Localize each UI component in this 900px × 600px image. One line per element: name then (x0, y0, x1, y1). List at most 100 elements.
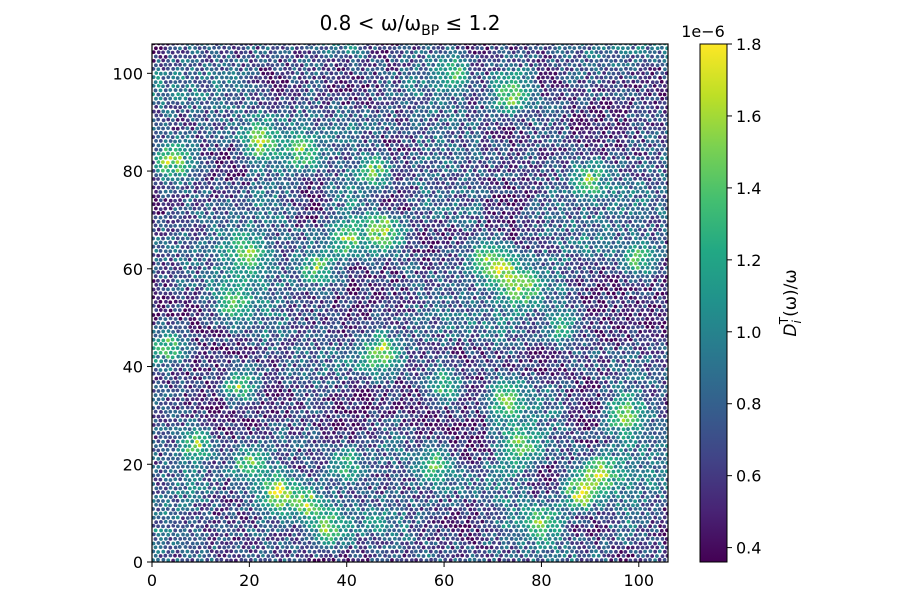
particle-point (531, 404, 537, 411)
particle-point (467, 472, 473, 479)
particle-point (214, 388, 220, 394)
particle-point (639, 401, 645, 407)
particle-point (165, 515, 171, 521)
particle-point (384, 396, 390, 402)
particle-point (567, 401, 573, 407)
particle-point (298, 528, 305, 534)
particle-point (404, 532, 410, 538)
particle-point (333, 477, 339, 483)
particle-point (574, 371, 580, 377)
particle-point (348, 417, 354, 424)
particle-point (540, 396, 546, 402)
particle-point (508, 553, 514, 559)
particle-point (184, 497, 191, 503)
particle-point (618, 421, 624, 428)
particle-point (459, 384, 466, 390)
particle-point (194, 540, 200, 547)
particle-point (511, 532, 517, 538)
particle-point (625, 367, 631, 373)
particle-point (382, 409, 388, 415)
particle-point (436, 485, 442, 491)
particle-point (603, 532, 609, 538)
particle-point (430, 452, 436, 458)
particle-point (292, 549, 298, 555)
particle-point (647, 430, 653, 436)
particle-point (379, 371, 386, 377)
particle-point (221, 485, 227, 492)
particle-point (664, 494, 668, 500)
particle-point (262, 456, 269, 462)
particle-point (338, 400, 344, 406)
particle-point (347, 375, 354, 381)
particle-point (523, 545, 529, 551)
particle-point (423, 447, 429, 453)
particle-point (228, 464, 234, 470)
particle-point (245, 477, 251, 483)
particle-point (498, 468, 504, 475)
particle-point (346, 430, 352, 436)
particle-point (647, 447, 653, 453)
particle-point (274, 417, 281, 424)
particle-point (445, 375, 451, 381)
particle-point (301, 430, 307, 436)
particle-point (617, 523, 624, 530)
particle-point (423, 523, 429, 529)
particle-point (270, 477, 276, 483)
particle-point (599, 447, 605, 453)
particle-point (462, 396, 468, 403)
particle-point (591, 375, 597, 381)
particle-point (525, 396, 531, 403)
particle-point (170, 540, 176, 547)
particle-point (544, 430, 551, 436)
particle-point (630, 384, 636, 390)
particle-point (277, 548, 284, 555)
particle-point (255, 536, 261, 542)
particle-point (555, 515, 561, 521)
particle-point (644, 502, 650, 508)
particle-point (323, 409, 329, 415)
particle-point (496, 456, 502, 462)
particle-point (454, 536, 461, 542)
particle-point (308, 553, 314, 559)
particle-point (649, 519, 656, 525)
particle-point (413, 413, 420, 419)
particle-point (515, 455, 521, 462)
particle-point (508, 493, 514, 500)
particle-point (557, 459, 563, 466)
particle-point (438, 498, 444, 504)
particle-point (645, 460, 651, 466)
particle-point (333, 375, 339, 381)
particle-point (554, 489, 560, 496)
particle-point (603, 363, 609, 369)
particle-point (364, 396, 370, 402)
particle-point (591, 384, 597, 390)
particle-point (238, 447, 244, 453)
particle-point (652, 388, 658, 394)
particle-point (556, 553, 563, 559)
particle-point (498, 510, 504, 516)
particle-point (620, 510, 627, 517)
particle-point (311, 430, 317, 436)
particle-point (160, 456, 166, 462)
particle-point (323, 544, 330, 551)
particle-point (328, 536, 334, 542)
particle-point (270, 459, 276, 465)
particle-point (238, 532, 244, 538)
particle-point (425, 443, 431, 449)
particle-point (199, 405, 205, 411)
particle-point (403, 456, 409, 462)
particle-point (350, 507, 356, 513)
particle-point (562, 494, 568, 500)
particle-point (336, 515, 342, 521)
particle-point (389, 362, 395, 368)
particle-point (387, 468, 393, 474)
particle-point (272, 540, 278, 546)
particle-point (262, 430, 268, 436)
particle-point (289, 460, 296, 466)
particle-point (314, 384, 320, 390)
particle-point (365, 498, 371, 504)
particle-point (549, 422, 556, 428)
particle-point (231, 544, 237, 550)
particle-point (430, 367, 436, 373)
particle-point (472, 379, 478, 385)
